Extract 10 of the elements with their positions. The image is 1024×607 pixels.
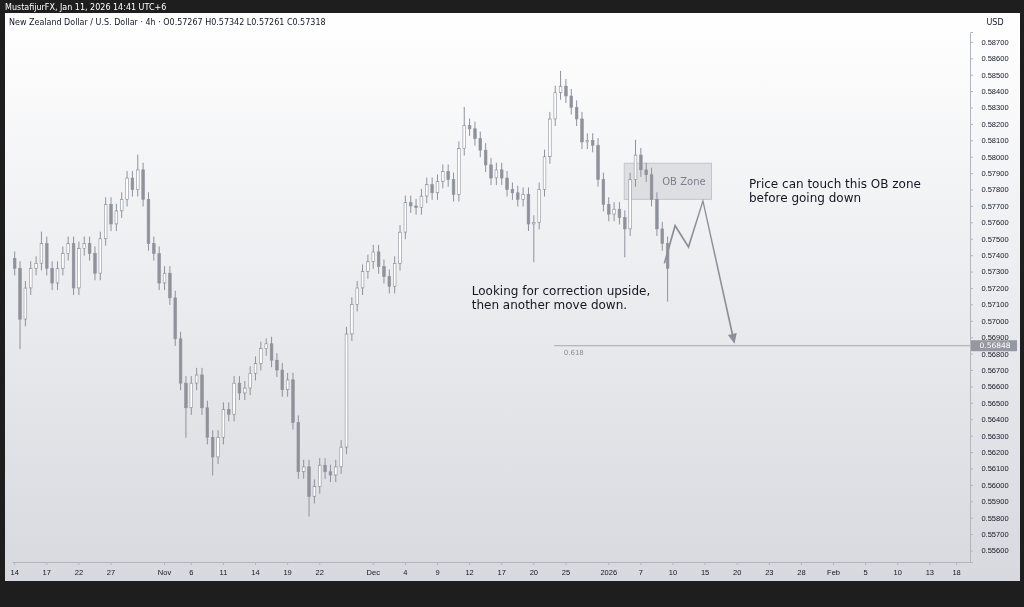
- y-axis-title: USD: [986, 18, 1004, 27]
- annotation: Looking for correction upside, then another move down.: [471, 283, 651, 312]
- chart-title: New Zealand Dollar / U.S. Dollar · 4h · O0.57267 H0.57342 L0.57261 C0.57318: [9, 18, 326, 27]
- annotation: Price can touch this OB zone before going down: [748, 176, 921, 205]
- candlestick: [344, 326, 349, 455]
- chart-subtitle: MustafijurFX, Jan 11, 2026 14:41 UTC+6: [5, 3, 167, 12]
- annotation: OB Zone: [662, 176, 706, 188]
- candlestick: [633, 139, 638, 187]
- candlestick: [665, 236, 670, 302]
- candlestick: [55, 261, 60, 291]
